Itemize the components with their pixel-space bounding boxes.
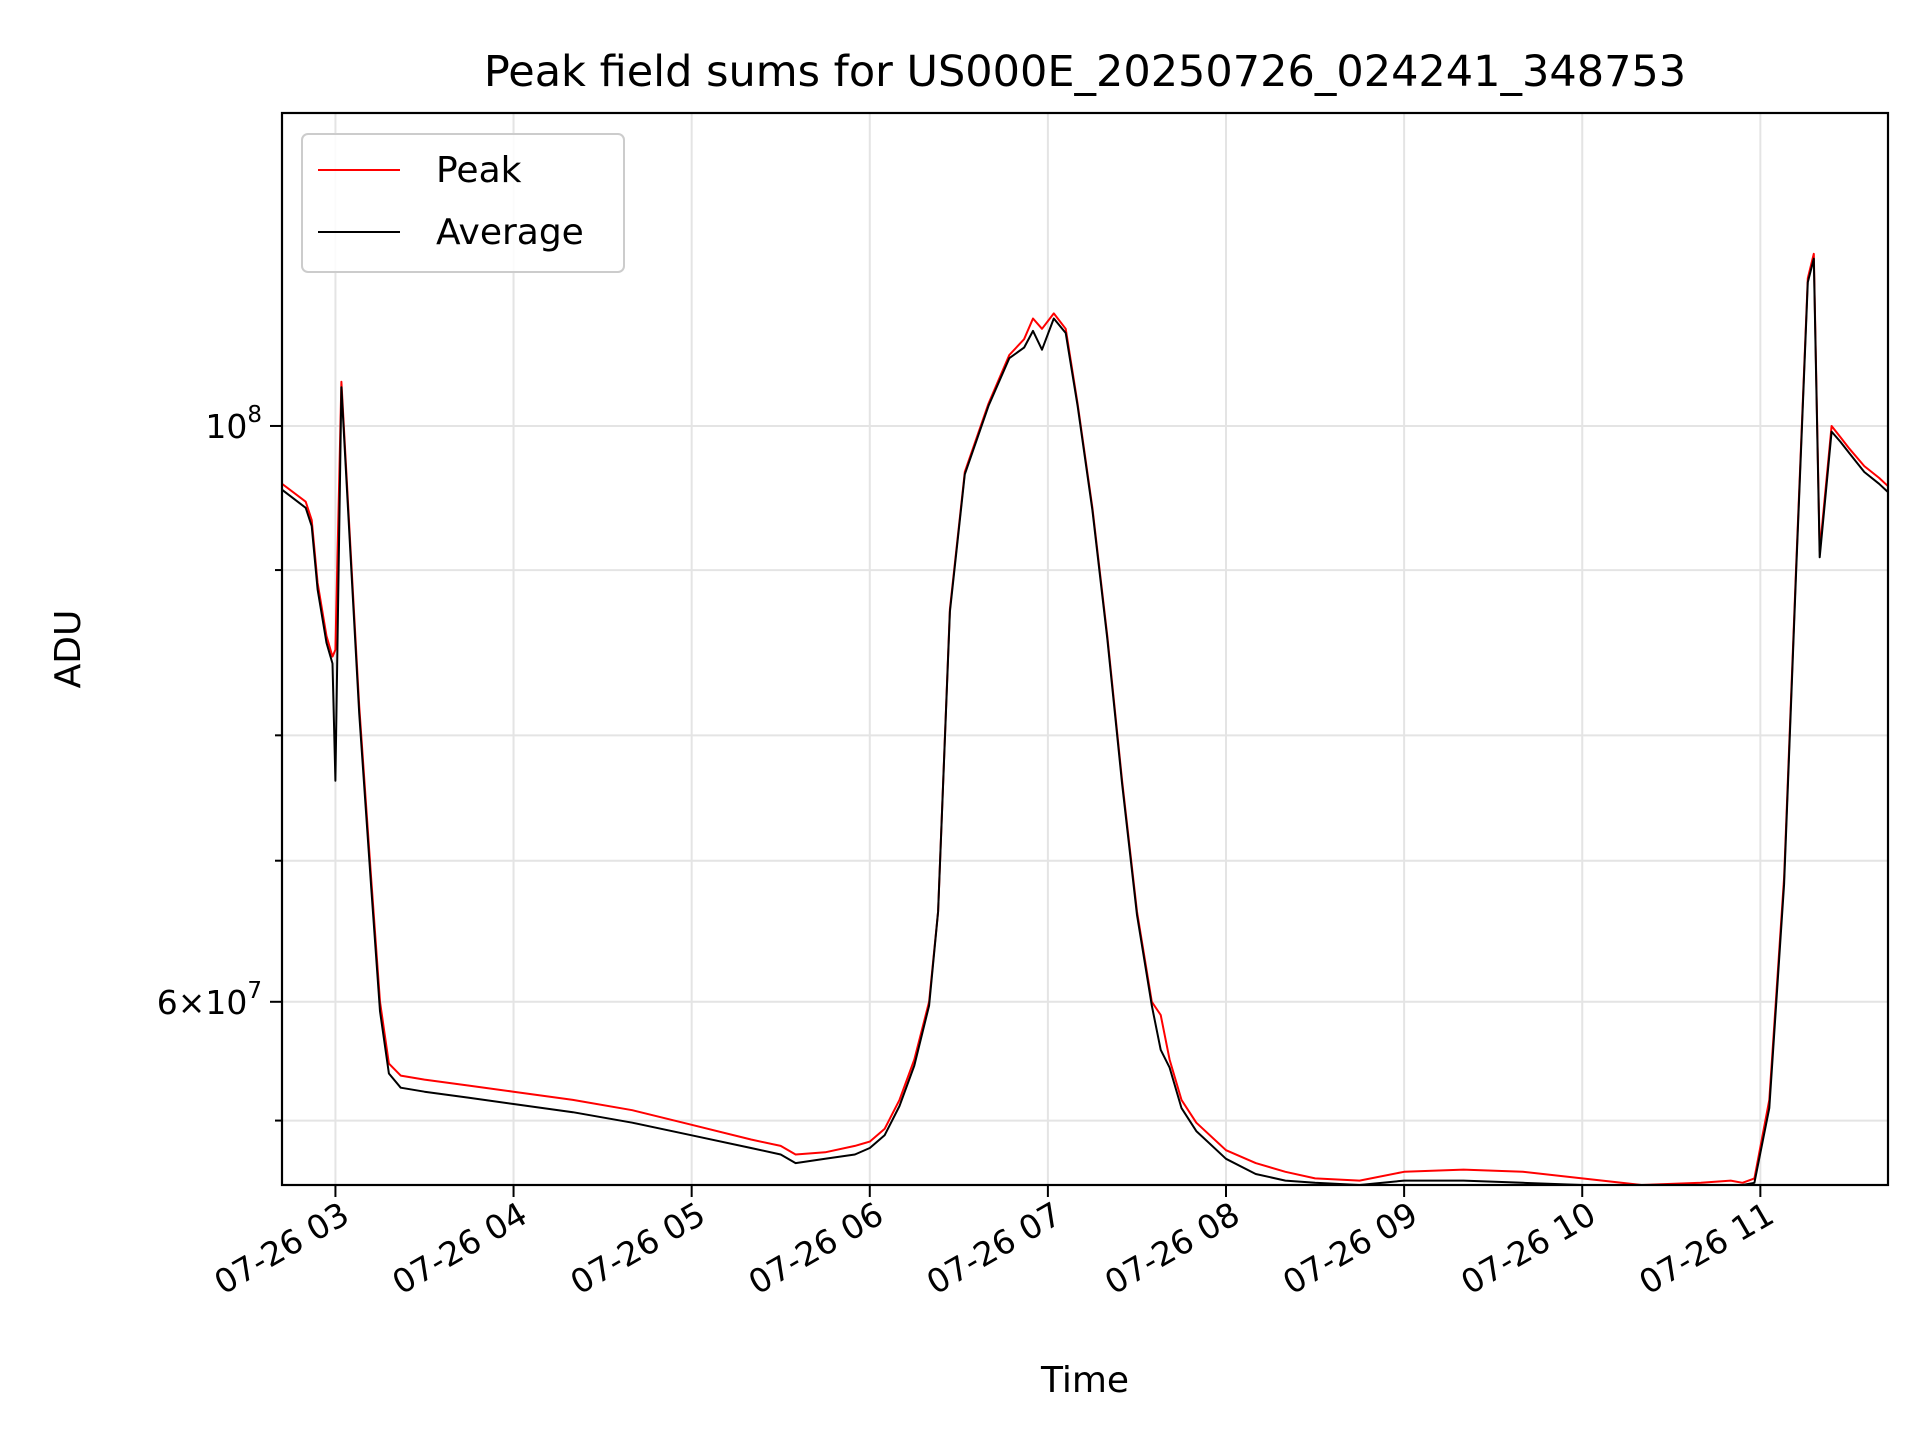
grid-layer: [282, 113, 1888, 1185]
legend-label-average: Average: [436, 212, 584, 253]
y-axis: 108 6×107: [157, 402, 282, 1122]
series-line-peak: [282, 252, 1888, 1185]
y-axis-label: ADU: [48, 610, 89, 689]
legend: Peak Average: [301, 133, 625, 273]
plot-frame: [280, 111, 1890, 1187]
y-tick-label: 108: [205, 402, 262, 446]
legend-label-peak: Peak: [436, 150, 522, 191]
x-axis-label: Time: [1040, 1360, 1129, 1401]
chart-title: Peak field sums for US000E_20250726_0242…: [484, 47, 1686, 97]
legend-box: [301, 133, 625, 273]
y-tick-label: 6×107: [157, 978, 262, 1022]
